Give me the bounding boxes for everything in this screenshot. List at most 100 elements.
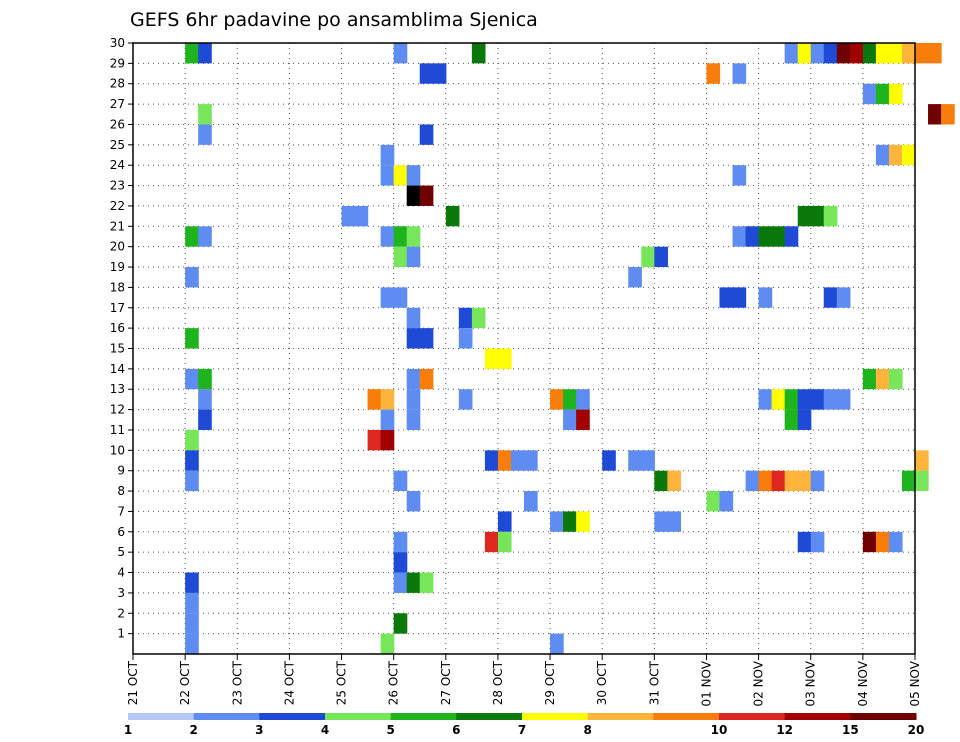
heatmap-cell [497, 531, 512, 553]
heatmap-cell [458, 389, 473, 410]
heatmap-cell [185, 633, 199, 654]
y-tick-label: 28 [110, 77, 125, 91]
heatmap-cell [524, 450, 538, 471]
y-tick-label: 5 [117, 545, 125, 559]
y-tick-label: 4 [117, 566, 125, 580]
heatmap-cell [406, 307, 421, 329]
y-tick-label: 16 [110, 321, 125, 335]
heatmap-cell [732, 165, 747, 186]
colorbar-swatch [259, 713, 326, 720]
y-tick-label: 21 [110, 219, 125, 233]
y-tick-label: 6 [117, 525, 125, 539]
heatmap-cell [875, 83, 890, 105]
colorbar-swatch [784, 713, 851, 720]
heatmap-cell [654, 246, 668, 268]
x-tick-label: 24 OCT [282, 660, 296, 705]
heatmap-cell [393, 470, 408, 492]
heatmap-cell [393, 572, 408, 593]
x-tick-label: 27 OCT [439, 660, 453, 705]
heatmap-cell [875, 368, 890, 390]
heatmap-cell [380, 633, 395, 654]
heatmap-cell [563, 389, 577, 410]
y-tick-label: 10 [110, 443, 125, 457]
heatmap-cell [419, 572, 434, 593]
heatmap-cell [745, 470, 760, 492]
heatmap-cell [393, 246, 408, 268]
heatmap-cell [771, 389, 786, 410]
x-axis-ticks: 21 OCT 22 OCT 23 OCT 24 OCT 25 OCT 26 OCT 27 O… [126, 654, 922, 707]
heatmap-cell [810, 531, 825, 553]
heatmap-cell [849, 43, 864, 64]
heatmap-cell [393, 165, 408, 186]
heatmap-cell [654, 511, 668, 532]
heatmap-cell [524, 491, 538, 512]
heatmap-cell [563, 511, 577, 532]
heatmap-cell [406, 165, 421, 186]
heatmap-cell [367, 389, 382, 410]
heatmap-cell [393, 531, 408, 553]
heatmap-cell [641, 246, 655, 268]
heatmap-cell [185, 592, 199, 614]
heatmap-cell [928, 43, 942, 64]
heatmap-cell [654, 470, 668, 492]
heatmap-cell [458, 307, 473, 329]
heatmap-cell [888, 531, 903, 553]
y-tick-label: 8 [117, 484, 125, 498]
heatmap-cell [823, 205, 838, 227]
heatmap-cell [810, 43, 825, 64]
y-tick-label: 11 [110, 423, 125, 437]
colorbar-swatch [587, 713, 654, 720]
colorbar-label: 2 [189, 723, 197, 737]
heatmap-cell [941, 104, 955, 125]
heatmap-cell [862, 368, 877, 390]
heatmap-cell [198, 226, 212, 247]
heatmap-cell [419, 328, 434, 349]
y-tick-label: 15 [110, 342, 125, 356]
heatmap-cell [797, 470, 812, 492]
heatmap-cell [784, 226, 799, 247]
heatmap-cell [901, 43, 916, 64]
colorbar-label: 10 [711, 723, 728, 737]
heatmap-cell [797, 389, 812, 410]
heatmap-cell [862, 83, 877, 105]
heatmap-cell [198, 409, 212, 430]
heatmap-cell [797, 43, 812, 64]
y-tick-label: 30 [110, 36, 125, 50]
heatmap-cell [393, 287, 408, 308]
colorbar-label: 1 [124, 723, 132, 737]
colorbar-label: 5 [386, 723, 394, 737]
colorbar-swatch [456, 713, 523, 720]
heatmap-cell [393, 226, 408, 247]
heatmap-cell [198, 389, 212, 410]
x-tick-label: 02 NOV [752, 660, 766, 706]
heatmap-cell [915, 43, 929, 64]
heatmap-cell [185, 613, 199, 634]
colorbar-swatch [522, 713, 589, 720]
heatmap-cell [185, 328, 199, 349]
heatmap-cell [563, 409, 577, 430]
x-tick-label: 01 NOV [699, 660, 713, 706]
y-tick-label: 17 [110, 301, 125, 315]
colorbar-legend: 1 2 3 4 5 6 7 8 10 12 15 20 [124, 713, 924, 737]
heatmap-cell [406, 409, 421, 430]
colorbar-label: 4 [321, 723, 329, 737]
x-tick-label: 03 NOV [804, 660, 818, 706]
heatmap-cell [810, 389, 825, 410]
y-tick-label: 25 [110, 138, 125, 152]
colorbar-label: 12 [776, 723, 793, 737]
heatmap-cell [641, 450, 655, 471]
heatmap-cell [198, 43, 212, 64]
heatmap-cell [419, 63, 434, 84]
heatmap-cell [393, 552, 408, 573]
heatmap-cell [823, 287, 838, 308]
colorbar-swatch [719, 713, 786, 720]
colorbar-label: 6 [452, 723, 460, 737]
heatmap-cell [901, 144, 916, 166]
y-tick-label: 26 [110, 117, 125, 131]
heatmap-cell [784, 409, 799, 430]
heatmap-cell [836, 43, 851, 64]
heatmap-cell [445, 205, 460, 227]
heatmap-cell [732, 63, 747, 84]
heatmap-cell [341, 205, 356, 227]
heatmap-cell [875, 43, 890, 64]
